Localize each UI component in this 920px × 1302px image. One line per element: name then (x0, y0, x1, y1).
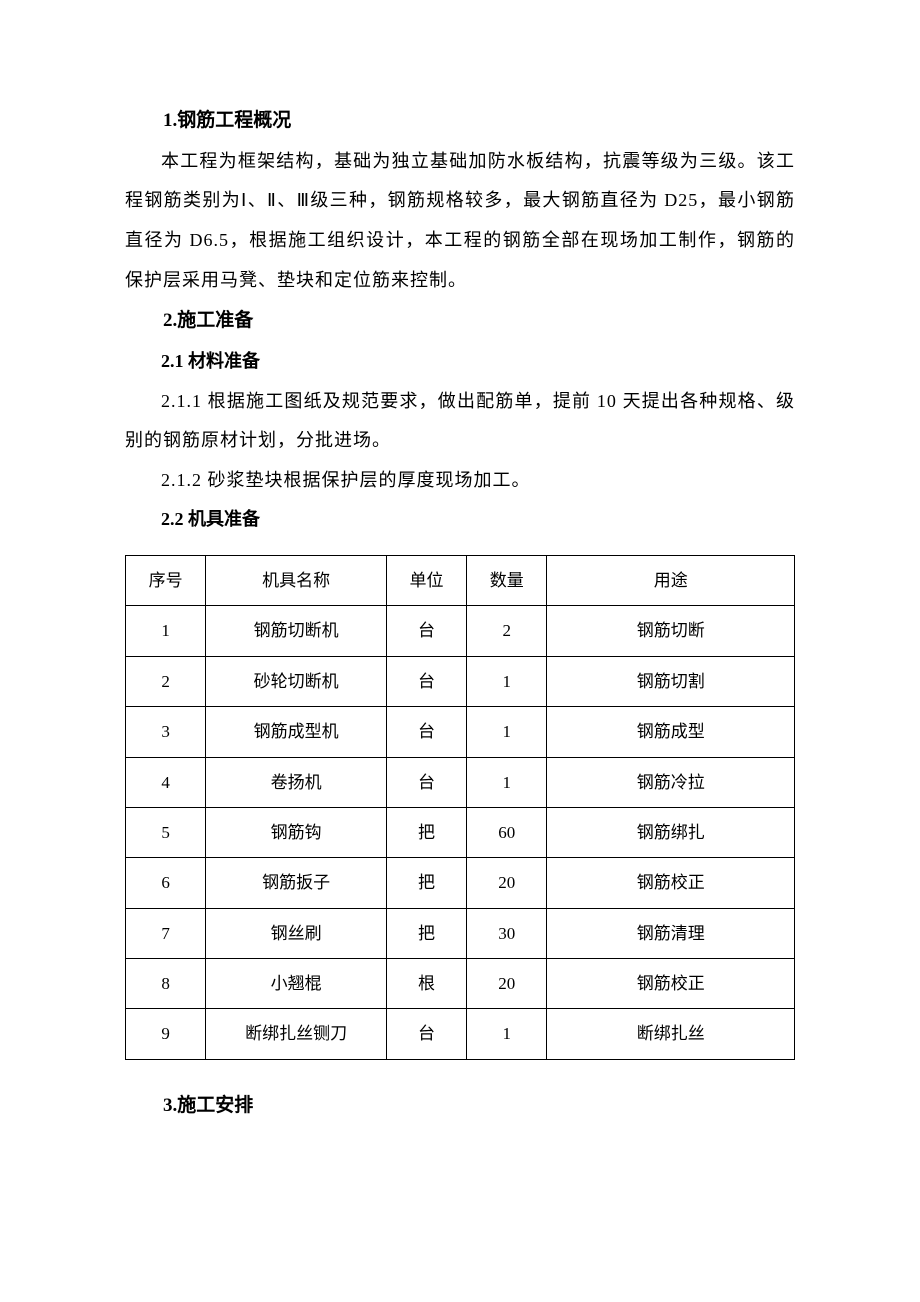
cell-name: 钢丝刷 (206, 908, 387, 958)
section-2-title: 2.施工准备 (125, 300, 795, 342)
paragraph-2-1-2: 2.1.2 砂浆垫块根据保护层的厚度现场加工。 (125, 461, 795, 501)
cell-unit: 台 (386, 606, 466, 656)
cell-unit: 台 (386, 656, 466, 706)
cell-qty: 2 (467, 606, 547, 656)
table-row: 9 断绑扎丝铡刀 台 1 断绑扎丝 (126, 1009, 795, 1059)
cell-seq: 1 (126, 606, 206, 656)
header-unit: 单位 (386, 555, 466, 605)
cell-unit: 台 (386, 707, 466, 757)
section-3-title: 3.施工安排 (125, 1085, 795, 1127)
paragraph-2-1-1: 2.1.1 根据施工图纸及规范要求，做出配筋单，提前 10 天提出各种规格、级别… (125, 382, 795, 461)
cell-qty: 1 (467, 757, 547, 807)
cell-unit: 把 (386, 908, 466, 958)
cell-use: 钢筋切割 (547, 656, 795, 706)
cell-name: 钢筋扳子 (206, 858, 387, 908)
table-body: 1 钢筋切断机 台 2 钢筋切断 2 砂轮切断机 台 1 钢筋切割 3 钢筋成型… (126, 606, 795, 1060)
cell-seq: 9 (126, 1009, 206, 1059)
cell-use: 钢筋绑扎 (547, 807, 795, 857)
table-row: 2 砂轮切断机 台 1 钢筋切割 (126, 656, 795, 706)
cell-unit: 根 (386, 959, 466, 1009)
cell-name: 钢筋成型机 (206, 707, 387, 757)
cell-use: 钢筋校正 (547, 858, 795, 908)
cell-use: 钢筋校正 (547, 959, 795, 1009)
section-1-title: 1.钢筋工程概况 (125, 100, 795, 142)
section-2-2-title: 2.2 机具准备 (125, 500, 795, 540)
equipment-table-wrapper: 序号 机具名称 单位 数量 用途 1 钢筋切断机 台 2 钢筋切断 2 砂轮切断… (125, 555, 795, 1060)
equipment-table: 序号 机具名称 单位 数量 用途 1 钢筋切断机 台 2 钢筋切断 2 砂轮切断… (125, 555, 795, 1060)
cell-qty: 1 (467, 656, 547, 706)
header-qty: 数量 (467, 555, 547, 605)
cell-seq: 8 (126, 959, 206, 1009)
section-2-1-title: 2.1 材料准备 (125, 342, 795, 382)
cell-use: 断绑扎丝 (547, 1009, 795, 1059)
table-row: 8 小翘棍 根 20 钢筋校正 (126, 959, 795, 1009)
cell-qty: 20 (467, 858, 547, 908)
cell-qty: 1 (467, 707, 547, 757)
table-row: 3 钢筋成型机 台 1 钢筋成型 (126, 707, 795, 757)
header-seq: 序号 (126, 555, 206, 605)
header-use: 用途 (547, 555, 795, 605)
cell-unit: 台 (386, 757, 466, 807)
cell-seq: 5 (126, 807, 206, 857)
cell-seq: 6 (126, 858, 206, 908)
cell-use: 钢筋切断 (547, 606, 795, 656)
table-header-row: 序号 机具名称 单位 数量 用途 (126, 555, 795, 605)
cell-qty: 1 (467, 1009, 547, 1059)
cell-name: 钢筋钩 (206, 807, 387, 857)
cell-use: 钢筋清理 (547, 908, 795, 958)
cell-use: 钢筋成型 (547, 707, 795, 757)
section-1-paragraph: 本工程为框架结构，基础为独立基础加防水板结构，抗震等级为三级。该工程钢筋类别为Ⅰ… (125, 142, 795, 300)
cell-name: 卷扬机 (206, 757, 387, 807)
cell-name: 断绑扎丝铡刀 (206, 1009, 387, 1059)
cell-use: 钢筋冷拉 (547, 757, 795, 807)
cell-name: 小翘棍 (206, 959, 387, 1009)
cell-unit: 把 (386, 858, 466, 908)
cell-seq: 7 (126, 908, 206, 958)
table-row: 6 钢筋扳子 把 20 钢筋校正 (126, 858, 795, 908)
cell-qty: 30 (467, 908, 547, 958)
cell-name: 砂轮切断机 (206, 656, 387, 706)
cell-unit: 把 (386, 807, 466, 857)
table-row: 7 钢丝刷 把 30 钢筋清理 (126, 908, 795, 958)
cell-seq: 4 (126, 757, 206, 807)
table-row: 5 钢筋钩 把 60 钢筋绑扎 (126, 807, 795, 857)
table-row: 1 钢筋切断机 台 2 钢筋切断 (126, 606, 795, 656)
cell-qty: 20 (467, 959, 547, 1009)
table-row: 4 卷扬机 台 1 钢筋冷拉 (126, 757, 795, 807)
cell-unit: 台 (386, 1009, 466, 1059)
cell-name: 钢筋切断机 (206, 606, 387, 656)
cell-seq: 3 (126, 707, 206, 757)
cell-qty: 60 (467, 807, 547, 857)
header-name: 机具名称 (206, 555, 387, 605)
cell-seq: 2 (126, 656, 206, 706)
